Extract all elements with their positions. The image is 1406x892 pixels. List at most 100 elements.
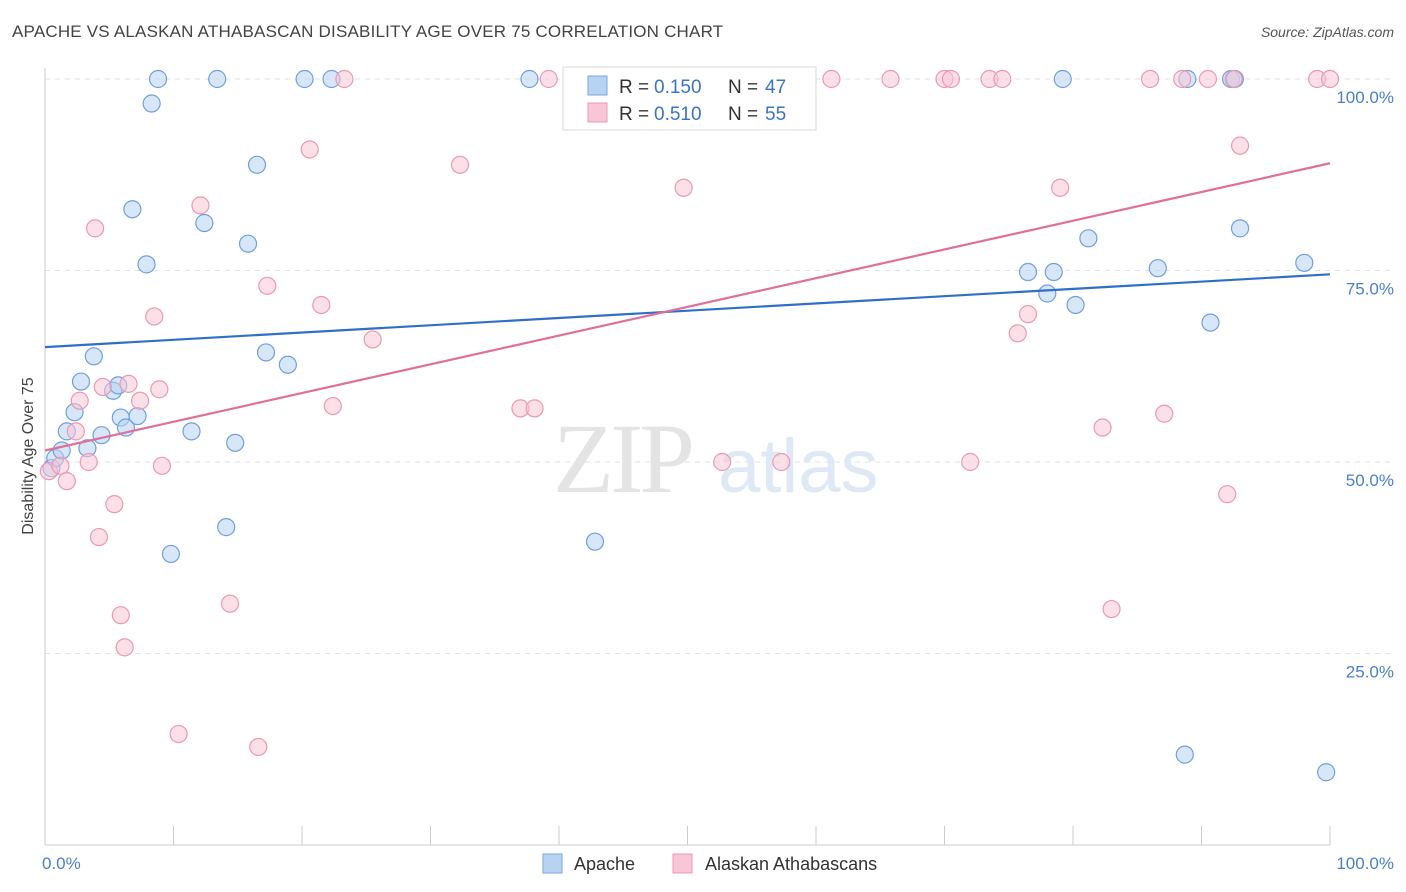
x-tick-label-0: 0.0% — [42, 854, 81, 873]
x-tick-labels: 0.0% 100.0% — [42, 854, 1394, 873]
point-athabascan-26 — [363, 330, 382, 349]
point-apache-23 — [226, 433, 245, 452]
trend-lines — [44, 162, 1331, 452]
point-athabascan-13 — [130, 391, 150, 410]
point-athabascan-43 — [1051, 178, 1070, 197]
data-points — [39, 69, 1340, 782]
stats-legend: R = 0.150 N = 47 R = 0.510 N = 55 — [562, 66, 817, 131]
point-athabascan-29 — [525, 399, 544, 418]
point-athabascan-15 — [150, 380, 169, 399]
point-athabascan-17 — [169, 724, 188, 744]
point-apache-17 — [148, 69, 168, 89]
point-apache-39 — [1175, 745, 1194, 764]
point-apache-22 — [217, 518, 236, 537]
watermark: ZIP atlas — [553, 403, 879, 514]
point-apache-13 — [128, 406, 147, 426]
stats-legend-r-label-2: R = — [619, 104, 649, 125]
point-athabascan-48 — [1173, 69, 1192, 89]
point-apache-45 — [1295, 253, 1314, 272]
stats-legend-r-apache: 0.150 — [654, 77, 702, 98]
point-athabascan-18 — [191, 196, 210, 215]
point-athabascan-46 — [1140, 69, 1160, 89]
point-athabascan-9 — [105, 495, 124, 514]
stats-legend-n-apache: 47 — [765, 77, 786, 98]
point-apache-32 — [1018, 262, 1038, 282]
y-axis-label: Disability Age Over 75 — [20, 377, 37, 535]
point-athabascan-41 — [1008, 324, 1027, 343]
point-athabascan-27 — [450, 155, 470, 174]
point-apache-36 — [1066, 295, 1085, 315]
stats-legend-n-label: N = — [728, 77, 758, 98]
gridlines — [45, 78, 1395, 654]
point-athabascan-24 — [323, 396, 342, 416]
point-athabascan-37 — [941, 69, 961, 89]
point-apache-20 — [195, 213, 214, 233]
point-athabascan-40 — [993, 69, 1012, 89]
point-athabascan-14 — [145, 307, 164, 326]
point-athabascan-8 — [93, 377, 112, 397]
trend-line-apache — [44, 273, 1331, 349]
stats-legend-swatch-apache — [587, 75, 608, 96]
point-apache-33 — [1038, 284, 1057, 303]
point-athabascan-20 — [249, 737, 268, 757]
source-credit: Source: ZipAtlas.com — [1260, 24, 1394, 40]
point-athabascan-5 — [79, 452, 98, 472]
point-athabascan-19 — [220, 594, 240, 613]
point-athabascan-51 — [1224, 69, 1243, 89]
series-legend: Apache Alaskan Athabascans — [542, 853, 877, 874]
point-athabascan-33 — [772, 452, 791, 472]
point-athabascan-4 — [70, 391, 89, 410]
y-tick-label-75: 75.0% — [1346, 280, 1394, 299]
series-legend-label-athabascan: Alaskan Athabascans — [705, 854, 877, 874]
point-apache-28 — [295, 69, 314, 89]
point-apache-41 — [1201, 313, 1220, 332]
point-athabascan-49 — [1198, 69, 1218, 89]
point-athabascan-25 — [335, 69, 354, 89]
point-athabascan-7 — [89, 527, 109, 547]
y-tick-label-25: 25.0% — [1346, 663, 1394, 682]
axes — [44, 68, 1331, 846]
point-apache-27 — [278, 355, 297, 374]
point-apache-38 — [1148, 259, 1167, 278]
point-athabascan-54 — [1320, 69, 1340, 89]
point-apache-7 — [84, 347, 103, 366]
point-athabascan-6 — [86, 219, 105, 238]
point-athabascan-34 — [822, 69, 841, 89]
series-legend-swatch-athabascan — [672, 853, 693, 874]
point-apache-14 — [123, 200, 142, 219]
watermark-atlas: atlas — [718, 424, 879, 509]
series-legend-label-apache: Apache — [574, 854, 635, 874]
point-apache-30 — [520, 69, 539, 89]
point-apache-35 — [1053, 69, 1072, 89]
point-athabascan-50 — [1218, 485, 1237, 504]
point-apache-44 — [1230, 219, 1250, 238]
point-athabascan-47 — [1155, 404, 1174, 423]
point-apache-8 — [92, 426, 111, 445]
point-athabascan-42 — [1018, 305, 1038, 324]
point-apache-21 — [208, 69, 227, 89]
watermark-zip: ZIP — [553, 403, 691, 514]
x-tick-label-100: 100.0% — [1336, 854, 1394, 873]
stats-legend-n-label-2: N = — [728, 104, 758, 125]
trend-line-athabascan — [44, 162, 1331, 452]
point-athabascan-30 — [539, 69, 558, 89]
point-apache-19 — [182, 422, 201, 441]
point-apache-15 — [137, 255, 156, 274]
point-athabascan-23 — [312, 295, 331, 315]
point-apache-31 — [585, 532, 605, 551]
y-tick-label-100: 100.0% — [1336, 88, 1394, 107]
point-apache-16 — [142, 94, 161, 113]
point-athabascan-45 — [1102, 599, 1121, 619]
point-apache-18 — [161, 544, 181, 564]
point-apache-37 — [1079, 229, 1098, 248]
point-athabascan-1 — [51, 456, 70, 475]
y-tick-label-50: 50.0% — [1346, 471, 1394, 490]
point-athabascan-12 — [119, 374, 138, 393]
point-athabascan-11 — [115, 638, 134, 657]
point-athabascan-3 — [66, 422, 85, 441]
point-athabascan-44 — [1093, 418, 1112, 437]
point-athabascan-22 — [300, 140, 319, 159]
point-apache-26 — [256, 343, 276, 362]
point-athabascan-2 — [57, 472, 76, 491]
